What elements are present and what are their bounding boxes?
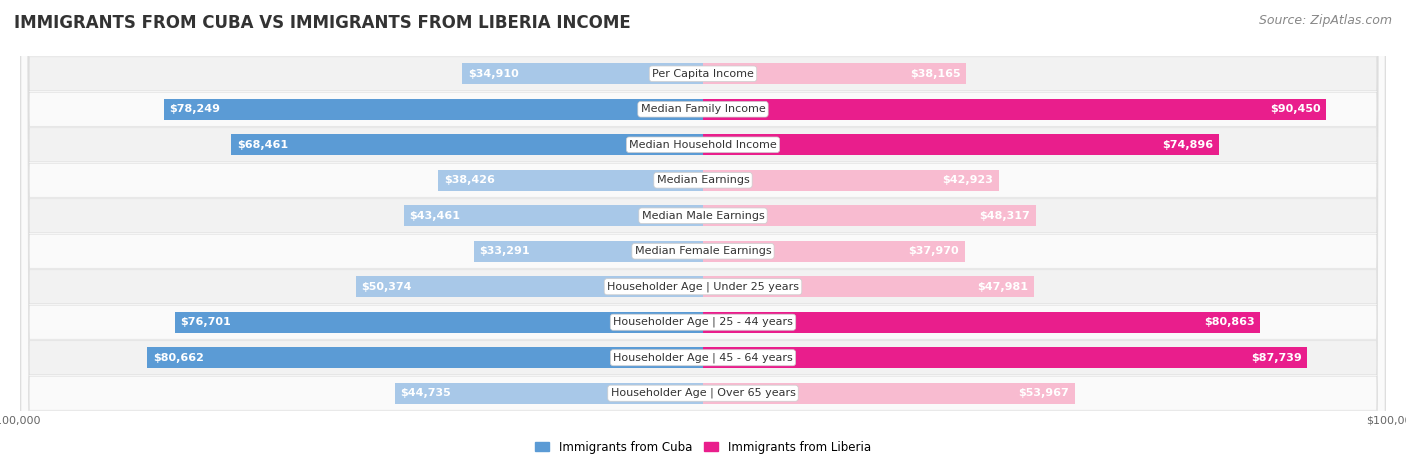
Bar: [703, 99, 1326, 120]
Text: $38,426: $38,426: [444, 175, 495, 185]
Text: $78,249: $78,249: [169, 104, 221, 114]
FancyBboxPatch shape: [21, 0, 1385, 467]
Text: Median Family Income: Median Family Income: [641, 104, 765, 114]
FancyBboxPatch shape: [21, 0, 1385, 467]
FancyBboxPatch shape: [21, 0, 1385, 467]
Text: $90,450: $90,450: [1270, 104, 1320, 114]
Text: Median Female Earnings: Median Female Earnings: [634, 246, 772, 256]
Bar: [148, 347, 703, 368]
Text: $53,967: $53,967: [1018, 388, 1070, 398]
Text: $76,701: $76,701: [180, 317, 231, 327]
Bar: [356, 276, 703, 297]
Text: $43,461: $43,461: [409, 211, 460, 221]
Bar: [703, 134, 1219, 155]
Bar: [703, 383, 1074, 403]
Text: Householder Age | 25 - 44 years: Householder Age | 25 - 44 years: [613, 317, 793, 327]
Text: $37,970: $37,970: [908, 246, 959, 256]
Bar: [703, 170, 998, 191]
Bar: [174, 312, 703, 333]
Text: IMMIGRANTS FROM CUBA VS IMMIGRANTS FROM LIBERIA INCOME: IMMIGRANTS FROM CUBA VS IMMIGRANTS FROM …: [14, 14, 631, 32]
Bar: [703, 64, 966, 84]
Text: $34,910: $34,910: [468, 69, 519, 79]
FancyBboxPatch shape: [21, 0, 1385, 467]
Bar: [703, 312, 1260, 333]
Text: $33,291: $33,291: [479, 246, 530, 256]
Text: $80,662: $80,662: [153, 353, 204, 363]
Text: Median Male Earnings: Median Male Earnings: [641, 211, 765, 221]
Text: $44,735: $44,735: [401, 388, 451, 398]
Text: $38,165: $38,165: [910, 69, 960, 79]
Text: Householder Age | 45 - 64 years: Householder Age | 45 - 64 years: [613, 353, 793, 363]
Text: Median Earnings: Median Earnings: [657, 175, 749, 185]
Text: $74,896: $74,896: [1163, 140, 1213, 150]
Bar: [232, 134, 703, 155]
Bar: [165, 99, 703, 120]
Bar: [463, 64, 703, 84]
Text: $87,739: $87,739: [1251, 353, 1302, 363]
FancyBboxPatch shape: [21, 0, 1385, 467]
Bar: [703, 205, 1036, 226]
FancyBboxPatch shape: [21, 0, 1385, 467]
Text: $50,374: $50,374: [361, 282, 412, 292]
FancyBboxPatch shape: [21, 0, 1385, 467]
Text: $48,317: $48,317: [980, 211, 1031, 221]
Text: Per Capita Income: Per Capita Income: [652, 69, 754, 79]
Text: $42,923: $42,923: [942, 175, 993, 185]
Legend: Immigrants from Cuba, Immigrants from Liberia: Immigrants from Cuba, Immigrants from Li…: [530, 436, 876, 458]
Bar: [439, 170, 703, 191]
Text: Householder Age | Over 65 years: Householder Age | Over 65 years: [610, 388, 796, 398]
FancyBboxPatch shape: [21, 0, 1385, 467]
Bar: [703, 347, 1308, 368]
Bar: [703, 276, 1033, 297]
Bar: [703, 241, 965, 262]
Text: Householder Age | Under 25 years: Householder Age | Under 25 years: [607, 282, 799, 292]
FancyBboxPatch shape: [21, 0, 1385, 467]
FancyBboxPatch shape: [21, 0, 1385, 467]
Text: Source: ZipAtlas.com: Source: ZipAtlas.com: [1258, 14, 1392, 27]
Bar: [474, 241, 703, 262]
Text: $68,461: $68,461: [236, 140, 288, 150]
Text: $80,863: $80,863: [1204, 317, 1254, 327]
Bar: [395, 383, 703, 403]
Text: Median Household Income: Median Household Income: [628, 140, 778, 150]
Text: $47,981: $47,981: [977, 282, 1028, 292]
Bar: [404, 205, 703, 226]
